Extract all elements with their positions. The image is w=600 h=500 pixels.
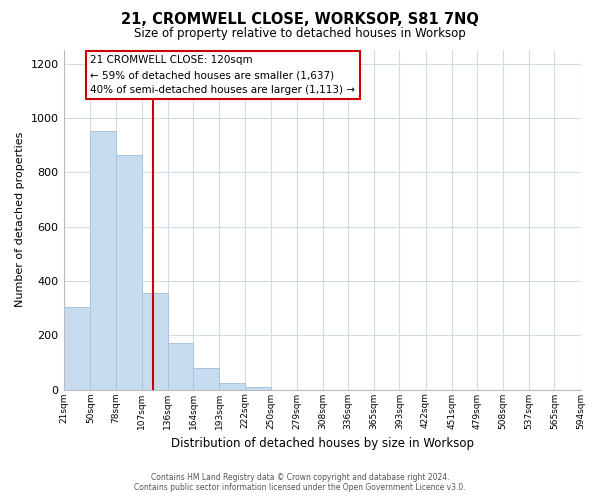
Bar: [91, 132, 116, 390]
Bar: [116, 154, 142, 390]
Text: Contains HM Land Registry data © Crown copyright and database right 2024.
Contai: Contains HM Land Registry data © Crown c…: [134, 473, 466, 492]
Bar: [168, 344, 193, 390]
Bar: [193, 368, 219, 390]
Bar: [142, 293, 168, 390]
Text: 21 CROMWELL CLOSE: 120sqm
← 59% of detached houses are smaller (1,637)
40% of se: 21 CROMWELL CLOSE: 120sqm ← 59% of detac…: [91, 56, 355, 95]
Bar: [245, 387, 271, 390]
Text: Size of property relative to detached houses in Worksop: Size of property relative to detached ho…: [134, 28, 466, 40]
Bar: [219, 382, 245, 390]
Text: 21, CROMWELL CLOSE, WORKSOP, S81 7NQ: 21, CROMWELL CLOSE, WORKSOP, S81 7NQ: [121, 12, 479, 28]
X-axis label: Distribution of detached houses by size in Worksop: Distribution of detached houses by size …: [171, 437, 474, 450]
Y-axis label: Number of detached properties: Number of detached properties: [15, 132, 25, 308]
Bar: [64, 306, 91, 390]
